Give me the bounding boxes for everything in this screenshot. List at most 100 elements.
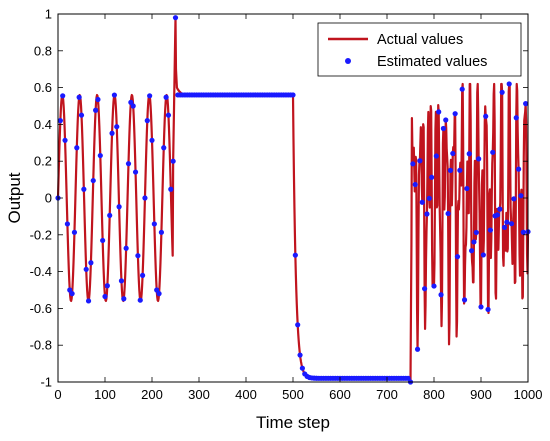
y-axis-label: Output [5,172,24,223]
legend-box [317,22,522,77]
x-tick-label: 900 [470,387,492,402]
series-point-estimated [438,292,444,298]
series-point-estimated [78,112,85,118]
series-point-estimated [417,158,423,164]
series-point-estimated [292,252,298,258]
series-point-estimated [459,86,465,92]
series-point-estimated [412,181,418,188]
series-point-estimated [419,199,425,205]
series-point-estimated [422,286,428,292]
series-point-estimated [520,229,526,235]
series-point-estimated [118,278,125,284]
series-point-estimated [461,297,468,303]
y-tick-label: -1 [40,375,52,390]
series-point-estimated [109,130,115,136]
series-point-estimated [480,252,486,258]
x-tick-label: 300 [188,387,210,402]
series-point-estimated [140,272,146,278]
x-tick-label: 200 [141,387,163,402]
series-point-estimated [149,137,155,143]
series-point-estimated [464,185,470,192]
series-point-estimated [114,124,120,130]
series-point-estimated [60,93,66,99]
y-tick-label: 0.6 [34,80,52,95]
series-point-estimated [508,221,515,227]
series-point-estimated [295,322,301,328]
series-point-estimated [104,283,110,289]
series-point-estimated [494,212,501,218]
series-point-estimated [516,166,522,172]
series-point-estimated [107,212,113,219]
series-point-estimated [466,151,472,157]
series-point-estimated [163,94,169,100]
series-point-estimated [447,167,454,173]
y-tick-label: -0.6 [30,301,52,316]
y-axis-ticks: -1 -0.8 -0.6 -0.4 -0.2 0 0.2 0.4 0.6 0.8 1 [30,7,528,390]
y-tick-label: -0.8 [30,338,52,353]
series-point-estimated [158,229,164,235]
series-point-estimated [429,174,435,180]
series-point-estimated [452,111,458,117]
series-point-estimated [476,156,482,162]
series-point-estimated [478,304,484,310]
series-point-estimated [132,169,139,175]
x-tick-label: 400 [235,387,257,402]
series-point-estimated [483,113,489,119]
series-point-estimated [95,96,101,103]
legend-marker-swatch [345,58,351,64]
series-point-estimated [97,152,103,159]
series-point-estimated [504,219,510,225]
series-point-estimated [93,107,99,113]
series-point-estimated [450,150,456,157]
legend-label-actual: Actual values [377,32,463,48]
series-point-estimated [83,266,89,272]
series-point-estimated [76,94,82,100]
series-point-estimated [88,260,94,266]
series-point-estimated [137,297,143,303]
legend-label-estimated: Estimated values [377,54,487,70]
series-point-estimated [165,112,172,118]
series-point-estimated [156,291,162,297]
series-point-estimated [473,229,479,236]
series-point-estimated [440,125,446,132]
series-point-estimated [499,89,505,95]
series-point-estimated [64,221,70,227]
x-tick-label: 800 [423,387,445,402]
x-tick-label: 1000 [514,387,543,402]
series-point-estimated [135,253,141,259]
series-point-estimated [142,195,148,201]
series-point-estimated [501,224,508,230]
series-point-estimated [57,118,63,124]
series-point-estimated [511,196,517,202]
series-point-estimated [147,93,153,99]
y-tick-label: 1 [45,7,52,22]
series-point-estimated [81,186,87,192]
series-point-estimated [410,161,416,167]
series-point-estimated [111,92,117,98]
series-point-estimated [518,193,524,199]
series-point-estimated [121,296,127,302]
series-point-estimated [443,117,449,123]
series-point-estimated [497,206,503,212]
series-point-estimated [100,237,106,244]
series-point-estimated [116,204,122,210]
x-tick-label: 700 [376,387,398,402]
series-point-estimated [151,221,157,227]
y-tick-label: -0.2 [30,227,52,242]
series-point-estimated [125,161,132,167]
series-point-estimated [454,254,461,260]
x-axis-label: Time step [256,413,330,432]
series-point-estimated [433,153,439,159]
series-point-estimated [74,145,80,151]
series-point-estimated [290,92,296,98]
y-tick-label: 0.8 [34,43,52,58]
data-layer [55,15,531,385]
legend: Actual values Estimated values [317,22,522,77]
series-point-estimated [168,186,174,192]
y-tick-label: -0.4 [30,264,52,279]
series-point-estimated [431,283,437,289]
series-point-estimated [485,306,491,313]
series-point-estimated [523,101,529,107]
series-point-estimated [513,115,519,121]
